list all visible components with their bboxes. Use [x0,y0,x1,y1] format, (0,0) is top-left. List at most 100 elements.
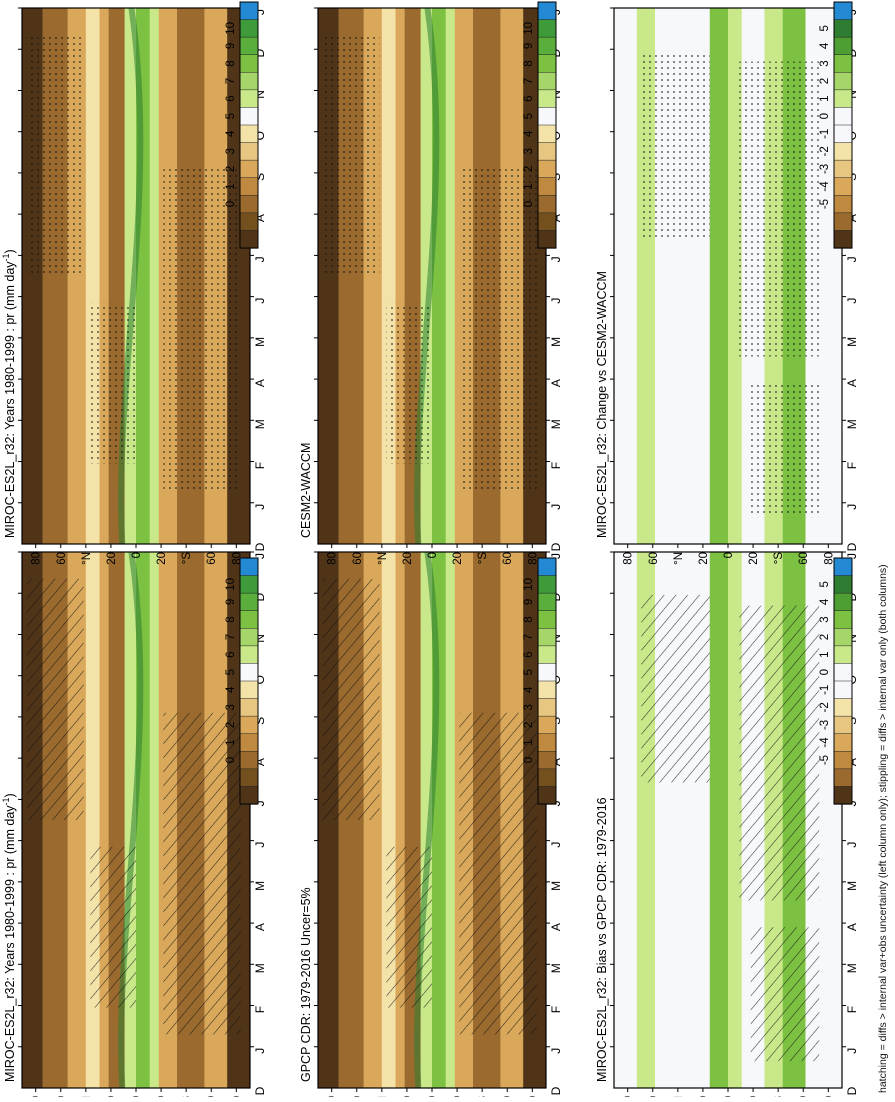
colorbar-label: -1 [819,685,831,695]
month-tick-label: J [253,800,267,806]
colorbar-label: 3 [225,148,237,154]
itcz-band [414,551,440,1089]
colorbar-label: 7 [225,634,237,640]
panel-title-main: MIROC-ES2L_r32: Bias vs GPCP CDR: 1979-2… [595,797,609,1082]
panel-3: DJFMAMJJASONDJ8060°N20020°S6080MIROC-ES2… [595,551,859,1102]
lat-tick-label: 60 [502,552,514,565]
hatch-region [739,605,820,901]
colorbar-swatch [537,107,557,126]
month-tick-label: M [549,881,563,891]
lat-tick-label: °S [477,552,489,565]
lat-tick-label: °S [181,552,193,565]
colorbar-swatch [833,715,853,735]
colorbar-label: 0 [225,757,237,763]
colorbar-label: 6 [225,95,237,101]
colorbar-swatch [833,733,853,752]
colorbar-swatch [537,733,557,752]
month-tick-label: J [253,842,267,848]
colorbar-swatch [537,142,557,161]
colorbar-label: 3 [225,704,237,710]
colorbar-label: 8 [225,616,237,622]
colorbar-label: 6 [523,651,535,657]
colorbar-label: 4 [225,130,237,137]
month-tick-label: D [549,1086,563,1095]
colorbar-swatch [239,610,259,629]
colorbar-label: 0 [225,201,237,207]
hatch-region [386,846,432,1008]
colorbar-label: 5 [523,669,535,675]
colorbar-swatch [537,557,557,577]
month-tick-label: O [253,675,267,684]
colorbar-swatch [833,575,853,594]
month-tick-label: M [253,963,267,973]
panel-title: MIROC-ES2L_r32: Bias vs GPCP CDR: 1979-2… [595,797,609,1082]
colorbar-swatch [239,786,259,805]
colorbar-swatch [833,680,853,700]
colorbar-swatch [833,557,853,577]
month-tick-label: D [845,1086,859,1095]
colorbar-swatch [833,89,853,109]
colorbar-label: 6 [225,651,237,657]
colorbar-swatch [537,751,557,770]
colorbar-swatch [833,592,853,612]
colorbar-label: -2 [819,146,831,156]
colorbar-swatch [537,19,557,38]
contour-band [99,8,110,544]
stipple-region [26,34,84,276]
colorbar-label: 7 [523,78,535,84]
colorbar-swatch [239,142,259,161]
lat-tick-label: °N [81,552,93,565]
panel-6: DJFMAMJJASONDJ8060°N20020°S6080MIROC-ES2… [595,7,859,565]
colorbar-label: 1 [523,183,535,189]
panel-title-main: MIROC-ES2L_r32: Change vs CESM2-WACCM [595,271,609,538]
month-tick-label: J [845,842,859,848]
colorbar-label: 1 [819,95,831,101]
stipple-region [322,34,380,276]
panel-title: MIROC-ES2L_r32: Years 1980-1999 : pr (mm… [1,793,17,1082]
colorbar-label: -4 [819,181,831,192]
lat-tick-label: 0 [723,552,735,558]
colorbar-swatch [537,177,557,196]
month-tick-label: M [549,419,563,429]
contour-band [445,8,456,544]
colorbar-swatch [537,36,557,56]
colorbar-label: 9 [225,599,237,605]
colorbar-label: 2 [523,722,535,728]
month-tick-label: A [845,379,859,387]
month-tick-label: J [549,553,563,559]
colorbar-swatch [239,733,259,752]
colorbar-swatch [239,89,259,109]
lat-tick-label: 80 [623,552,635,565]
colorbar-swatch [239,698,259,717]
colorbar-label: 2 [225,722,237,728]
colorbar-label: 0 [523,757,535,763]
colorbar-swatch [833,124,853,144]
lat-tick-label: 60 [206,552,218,565]
colorbar-swatch [239,19,259,38]
colorbar-swatch [537,645,557,665]
colorbar-label: 10 [523,578,535,591]
month-tick-label: J [253,9,267,15]
colorbar-label: 1 [225,183,237,189]
lat-tick-label: 20 [106,552,118,565]
month-tick-label: F [549,462,563,469]
month-tick-label: M [549,337,563,347]
month-tick-label: A [549,379,563,387]
month-tick-label: M [845,963,859,973]
colorbar-label: 5 [819,25,831,31]
colorbar-swatch [239,230,259,249]
panel-title-end: ) [3,793,17,797]
month-tick-label: F [845,1006,859,1013]
colorbar-frame [833,557,853,805]
colorbar-label: 1 [225,739,237,745]
lat-tick-label: 20 [402,552,414,565]
colorbar-swatch [239,177,259,196]
lat-tick-label: 20 [156,552,168,565]
stipple-region [163,168,241,491]
month-tick-label: J [549,1048,563,1054]
panel-title: CESM2-WACCM [299,443,313,538]
colorbar-swatch [239,680,259,700]
colorbar-swatch [833,663,853,682]
colorbar-label: 9 [523,43,535,49]
